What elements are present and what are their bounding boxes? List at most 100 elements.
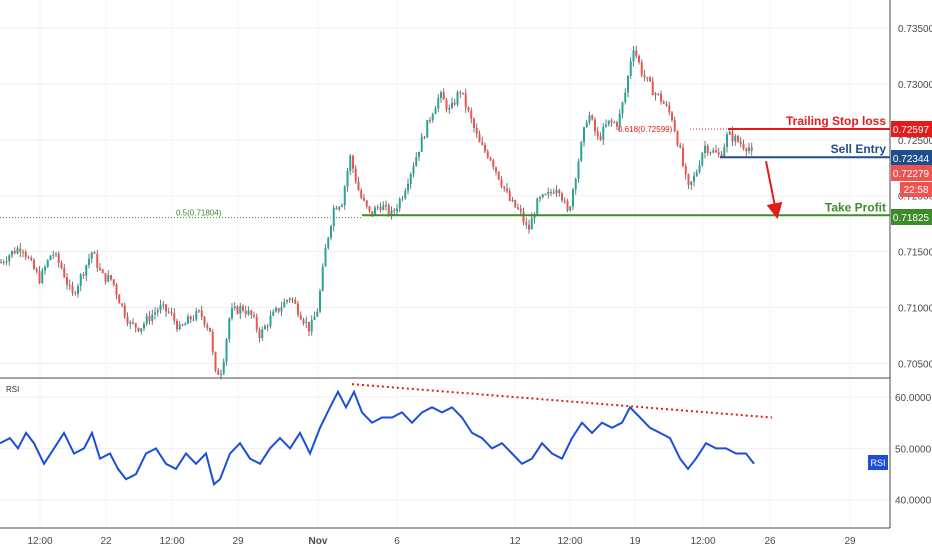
candle-body bbox=[624, 92, 627, 103]
countdown-value: 22:58 bbox=[903, 185, 928, 196]
candle-body bbox=[107, 274, 110, 282]
candle-body bbox=[371, 211, 374, 215]
candle-body bbox=[0, 262, 2, 264]
time-tick-label: 22 bbox=[100, 536, 112, 547]
candle-body bbox=[607, 120, 610, 125]
candle-body bbox=[585, 122, 588, 128]
candle-body bbox=[569, 206, 572, 211]
candle-body bbox=[390, 210, 393, 215]
candle-body bbox=[547, 191, 550, 195]
candle-body bbox=[203, 316, 206, 325]
price-axis-ticks: 0.70500 0.71000 0.71500 0.72000 0.72500 0.730… bbox=[898, 24, 932, 371]
candle-body bbox=[470, 110, 473, 119]
candle-body bbox=[588, 115, 591, 123]
candle-body bbox=[79, 274, 82, 286]
candle-body bbox=[247, 310, 250, 315]
candle-body bbox=[409, 173, 412, 184]
candle-body bbox=[423, 136, 426, 138]
candle-body bbox=[654, 93, 657, 96]
candle-body bbox=[492, 160, 495, 168]
candle-body bbox=[346, 170, 349, 187]
candle-body bbox=[288, 298, 291, 301]
candle-body bbox=[660, 93, 662, 102]
trailing-stop-badge: 0.72597 bbox=[891, 121, 932, 137]
price-annotations: 0.5(0.71804) Take Profit Trailing Stop los… bbox=[0, 114, 890, 220]
candle-body bbox=[143, 323, 145, 329]
candle-body bbox=[302, 319, 305, 324]
candle-body bbox=[176, 320, 178, 330]
candle-body bbox=[330, 226, 332, 238]
candle-body bbox=[610, 120, 613, 123]
candle-body bbox=[310, 320, 313, 332]
candle-body bbox=[552, 192, 555, 194]
candle-body bbox=[96, 253, 99, 269]
candle-body bbox=[137, 327, 140, 332]
candle-body bbox=[704, 145, 706, 154]
candle-body bbox=[605, 124, 607, 127]
trailing-stop-value: 0.72597 bbox=[893, 125, 930, 136]
candle-body bbox=[41, 270, 44, 283]
candle-body bbox=[33, 260, 35, 270]
candle-body bbox=[286, 300, 288, 302]
candle-body bbox=[682, 147, 684, 166]
rsi-legend-badge: RSI bbox=[868, 455, 888, 470]
candle-body bbox=[558, 189, 561, 194]
projection-arrow bbox=[765, 161, 783, 220]
candle-body bbox=[101, 269, 104, 274]
candle-body bbox=[577, 161, 580, 179]
price-tick-label: 0.72500 bbox=[898, 136, 932, 147]
candle-body bbox=[640, 62, 643, 76]
trailing-stop-label: Trailing Stop loss bbox=[786, 114, 886, 128]
candle-body bbox=[541, 194, 544, 198]
candle-body bbox=[750, 147, 753, 151]
candle-body bbox=[38, 271, 41, 283]
candle-body bbox=[11, 250, 13, 256]
candle-body bbox=[266, 326, 269, 328]
candle-body bbox=[673, 120, 676, 132]
candle-body bbox=[280, 307, 283, 312]
candle-body bbox=[715, 150, 717, 153]
rsi-legend-label: RSI bbox=[870, 458, 885, 468]
candle-body bbox=[156, 310, 159, 313]
candle-body bbox=[123, 305, 126, 317]
countdown-badge: 22:58 bbox=[900, 182, 932, 197]
candle-body bbox=[668, 105, 671, 113]
candle-body bbox=[82, 274, 85, 276]
rsi-tick-label: 40.0000 bbox=[895, 496, 932, 507]
candle-body bbox=[616, 122, 618, 127]
candle-body bbox=[638, 55, 640, 63]
candle-body bbox=[574, 178, 577, 190]
candle-body bbox=[497, 171, 500, 180]
candle-body bbox=[332, 207, 335, 227]
candle-body bbox=[341, 205, 343, 207]
candle-body bbox=[635, 50, 638, 56]
price-tick-label: 0.70500 bbox=[898, 359, 932, 370]
candle-body bbox=[448, 107, 451, 110]
candle-body bbox=[327, 237, 330, 249]
fib-05-label: 0.5(0.71804) bbox=[176, 209, 222, 218]
candle-body bbox=[228, 318, 231, 340]
candle-body bbox=[420, 136, 423, 152]
candle-body bbox=[297, 303, 299, 315]
candle-body bbox=[706, 145, 709, 153]
candle-body bbox=[60, 262, 63, 269]
time-tick-label: 12:00 bbox=[27, 536, 52, 547]
candle-body bbox=[393, 210, 396, 212]
candle-body bbox=[68, 284, 71, 286]
candle-body bbox=[748, 147, 750, 152]
candle-body bbox=[35, 269, 38, 272]
rsi-pane-title: RSI bbox=[6, 385, 19, 394]
candle-body bbox=[511, 199, 514, 201]
candle-body bbox=[514, 199, 517, 208]
candle-body bbox=[209, 327, 211, 332]
candle-body bbox=[349, 155, 352, 171]
candle-body bbox=[299, 314, 302, 320]
candle-body bbox=[734, 136, 737, 142]
candle-body bbox=[429, 120, 431, 122]
candle-body bbox=[684, 165, 687, 175]
candle-body bbox=[352, 155, 354, 169]
candle-body bbox=[90, 252, 93, 259]
candle-body bbox=[214, 352, 217, 371]
candle-body bbox=[159, 304, 162, 311]
candle-body bbox=[55, 253, 57, 255]
